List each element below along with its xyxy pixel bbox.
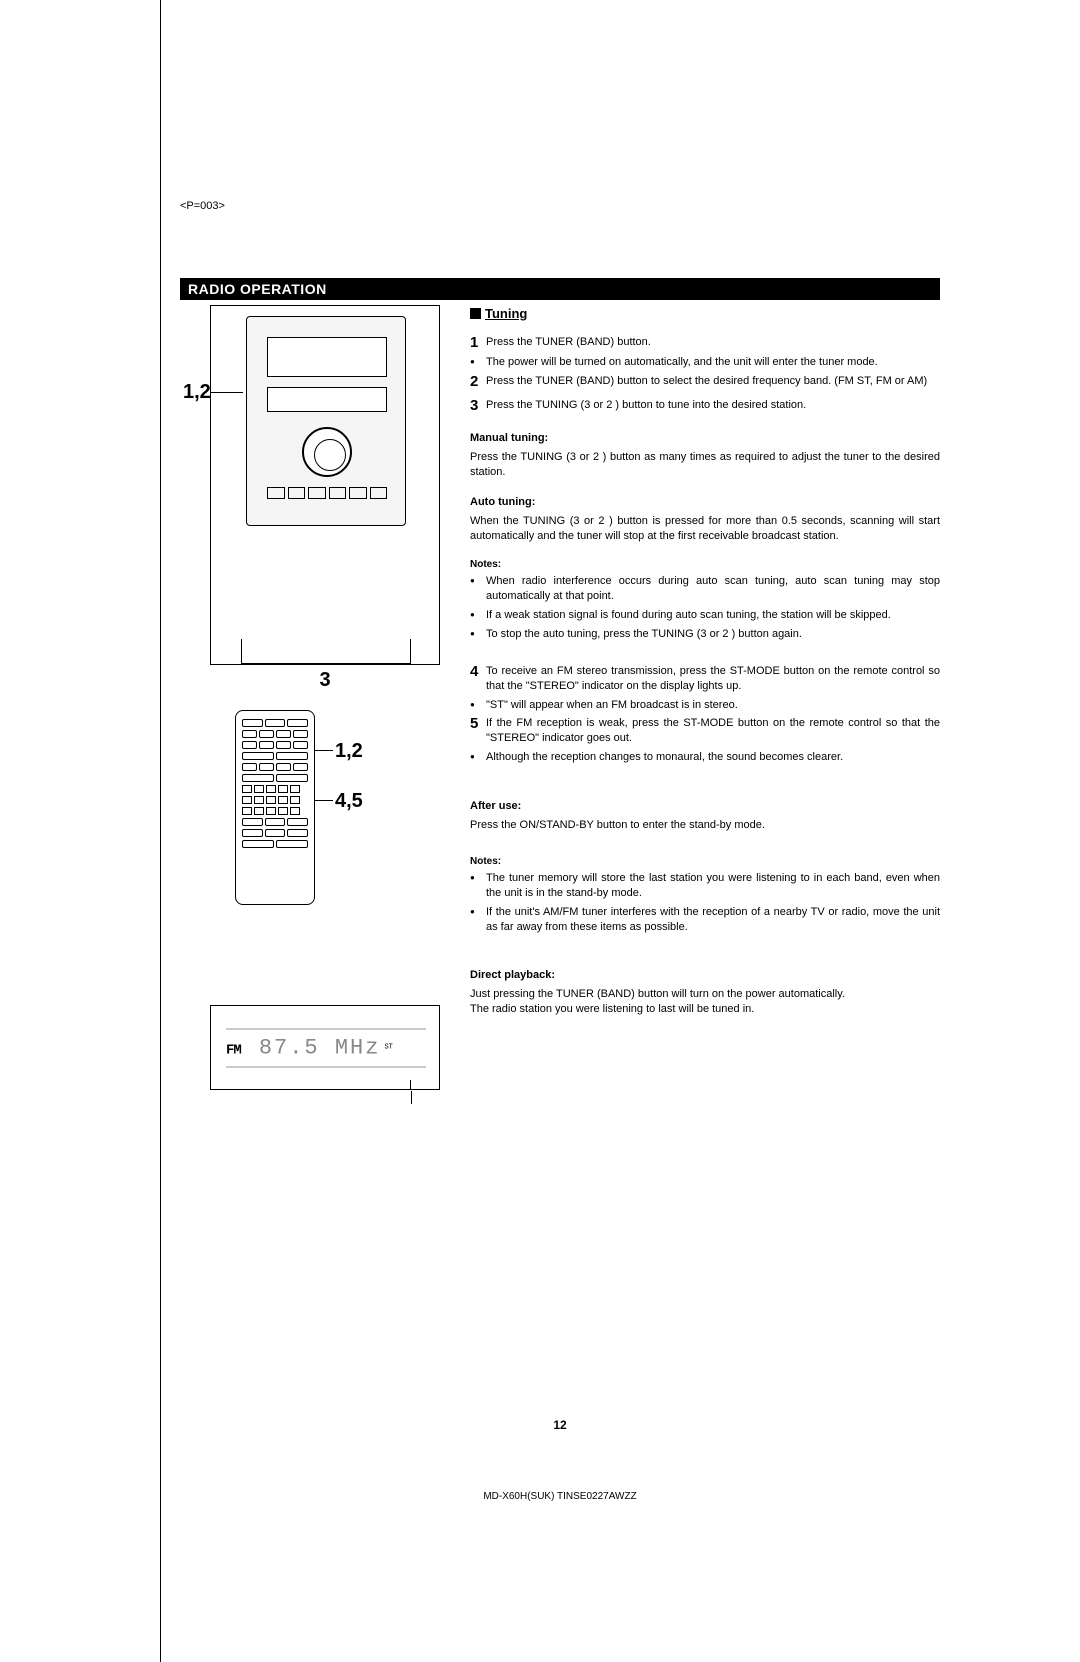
direct-playback-heading: Direct playback: xyxy=(470,968,940,983)
step-text: If the FM reception is weak, press the S… xyxy=(486,716,940,746)
lcd-display-illustration: FM 87.5 MHz ST xyxy=(210,1005,440,1090)
callout-remote-12: 1,2 xyxy=(335,740,363,763)
section-header: RADIO OPERATION xyxy=(180,278,940,300)
notes-heading: Notes: xyxy=(470,855,940,869)
bullet-icon xyxy=(470,355,486,370)
callout-device-3: 3 xyxy=(319,669,330,692)
step-number: 4 xyxy=(470,664,486,694)
display-band: FM xyxy=(226,1042,241,1058)
bullet-text: If the unit's AM/FM tuner interferes wit… xyxy=(486,905,940,935)
step-number: 1 xyxy=(470,335,486,352)
bullet-text: The power will be turned on automaticall… xyxy=(486,355,878,370)
step-number: 2 xyxy=(470,374,486,391)
callout-line xyxy=(211,392,243,393)
bullet-text: To stop the auto tuning, press the TUNIN… xyxy=(486,627,802,642)
bullet-icon xyxy=(470,574,486,604)
page-tag: <P=003> xyxy=(180,200,225,212)
remote-control-icon xyxy=(235,710,315,905)
bullet-text: The tuner memory will store the last sta… xyxy=(486,871,940,901)
step-text: Press the TUNER (BAND) button to select … xyxy=(486,374,940,391)
notes-heading: Notes: xyxy=(470,558,940,572)
manual-tuning-heading: Manual tuning: xyxy=(470,431,940,446)
bullet-icon xyxy=(470,698,486,713)
display-frequency: 87.5 MHz xyxy=(259,1035,381,1060)
bullet-icon xyxy=(470,871,486,901)
bullet-icon xyxy=(470,608,486,623)
left-column: 1,2 3 1,2 4,5 xyxy=(180,305,440,1090)
page-number: 12 xyxy=(180,1418,940,1432)
tuning-heading-text: Tuning xyxy=(485,306,527,321)
step-text: To receive an FM stereo transmission, pr… xyxy=(486,664,940,694)
step-text: Press the TUNER (BAND) button. xyxy=(486,335,940,352)
auto-tuning-heading: Auto tuning: xyxy=(470,495,940,510)
stereo-unit-icon xyxy=(246,316,406,526)
bullet-text: When radio interference occurs during au… xyxy=(486,574,940,604)
display-stereo-indicator: ST xyxy=(384,1044,392,1052)
right-column: Tuning 1Press the TUNER (BAND) button. T… xyxy=(470,305,940,1017)
paragraph: When the TUNING (3 or 2 ) button is pres… xyxy=(470,514,940,544)
callout-line xyxy=(315,750,333,751)
bullet-icon xyxy=(470,905,486,935)
step-number: 3 xyxy=(470,398,486,415)
bullet-text: Although the reception changes to monaur… xyxy=(486,750,843,765)
callout-device-12: 1,2 xyxy=(183,381,211,404)
paragraph: Press the ON/STAND-BY button to enter th… xyxy=(470,818,940,833)
footer-code: MD-X60H(SUK) TINSE0227AWZZ xyxy=(180,1491,940,1502)
bullet-icon xyxy=(470,627,486,642)
after-use-heading: After use: xyxy=(470,799,940,814)
device-illustration: 1,2 3 xyxy=(210,305,440,665)
remote-illustration: 1,2 4,5 xyxy=(235,710,415,905)
bullet-text: "ST" will appear when an FM broadcast is… xyxy=(486,698,738,713)
bullet-icon xyxy=(470,750,486,765)
step-text: Press the TUNING (3 or 2 ) button to tun… xyxy=(486,398,940,415)
paragraph: The radio station you were listening to … xyxy=(470,1002,940,1017)
paragraph: Press the TUNING (3 or 2 ) button as man… xyxy=(470,450,940,480)
bullet-text: If a weak station signal is found during… xyxy=(486,608,891,623)
tuning-heading: Tuning xyxy=(470,305,940,323)
step-number: 5 xyxy=(470,716,486,746)
paragraph: Just pressing the TUNER (BAND) button wi… xyxy=(470,987,940,1002)
callout-line xyxy=(315,800,333,801)
margin-rule xyxy=(160,0,161,1662)
callout-remote-45: 4,5 xyxy=(335,790,363,813)
